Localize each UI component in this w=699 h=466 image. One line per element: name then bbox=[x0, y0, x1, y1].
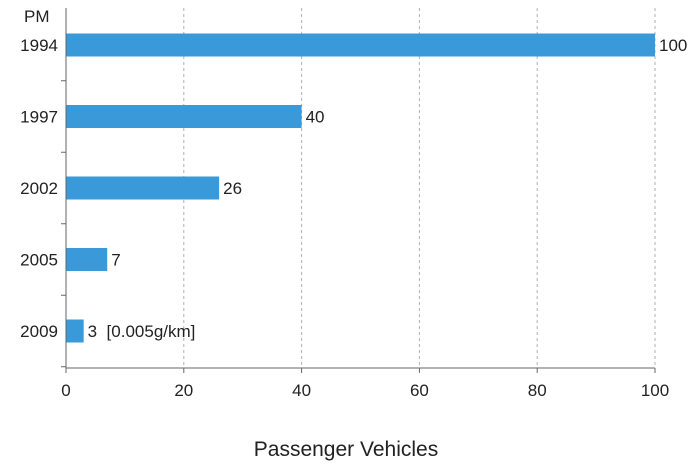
category-label-1997: 1997 bbox=[20, 108, 58, 127]
data-label-2005: 7 bbox=[111, 251, 120, 270]
data-label-2009: 3 [0.005g/km] bbox=[88, 322, 196, 341]
bars bbox=[66, 33, 655, 343]
category-label-2005: 2005 bbox=[20, 251, 58, 270]
x-tick-label: 40 bbox=[292, 381, 311, 400]
corner-label: PM bbox=[24, 7, 50, 26]
data-label-1997: 40 bbox=[306, 108, 325, 127]
data-label-2002: 26 bbox=[223, 179, 242, 198]
x-axis-title: Passenger Vehicles bbox=[254, 438, 438, 461]
category-label-2009: 2009 bbox=[20, 322, 58, 341]
bar-1997 bbox=[66, 105, 302, 128]
grid-lines bbox=[183, 8, 656, 368]
category-label-2002: 2002 bbox=[20, 179, 58, 198]
x-tick-label: 100 bbox=[641, 381, 669, 400]
data-labels: 100 40 26 7 3 [0.005g/km] bbox=[88, 36, 688, 341]
bar-2002 bbox=[66, 176, 220, 200]
data-label-1994: 100 bbox=[659, 36, 687, 55]
x-tick-labels: 0 20 40 60 80 100 bbox=[61, 381, 669, 400]
x-tick-label: 20 bbox=[174, 381, 193, 400]
category-labels: 1994 1997 2002 2005 2009 bbox=[20, 36, 58, 341]
category-label-1994: 1994 bbox=[20, 36, 58, 55]
bar-2005 bbox=[66, 248, 108, 271]
x-tick-label: 80 bbox=[528, 381, 547, 400]
axes bbox=[61, 8, 656, 373]
bar-1994 bbox=[66, 33, 655, 57]
bar-2009 bbox=[66, 319, 84, 343]
x-tick-label: 0 bbox=[61, 381, 70, 400]
x-tick-label: 60 bbox=[410, 381, 429, 400]
